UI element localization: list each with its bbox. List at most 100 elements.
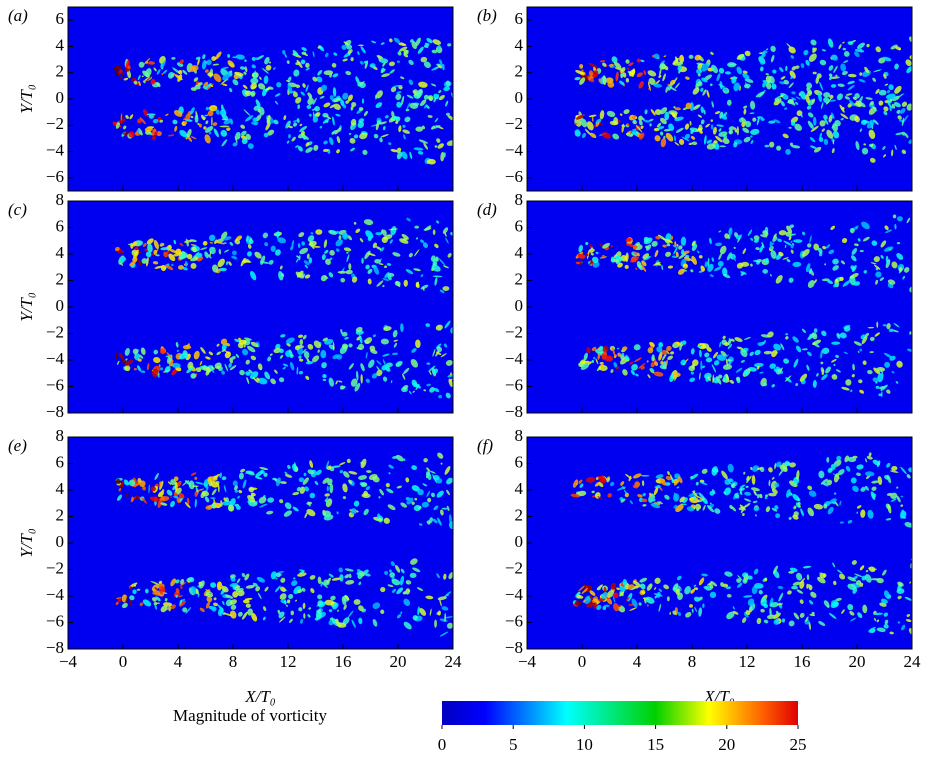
- y-tick-label: −4: [505, 349, 524, 368]
- y-tick-label: −6: [505, 611, 523, 630]
- y-tick-label: 0: [56, 532, 65, 551]
- vorticity-texture: [295, 345, 304, 348]
- x-tick-label: 0: [578, 652, 587, 671]
- vorticity-texture: [791, 586, 798, 590]
- x-axis-label: X/T₀: [244, 687, 276, 706]
- x-tick-label: 24: [904, 652, 922, 671]
- colorbar-tick-label: 0: [438, 735, 447, 754]
- y-tick-label: 8: [515, 190, 524, 209]
- y-tick-label: −2: [505, 558, 523, 577]
- panel-label: (a): [8, 6, 28, 25]
- y-tick-label: 8: [515, 426, 524, 445]
- y-axis-label: Y/T₀: [17, 84, 36, 114]
- vorticity-texture: [750, 135, 752, 137]
- y-tick-label: 4: [515, 243, 524, 262]
- y-tick-label: 2: [515, 505, 524, 524]
- y-tick-label: 2: [56, 505, 65, 524]
- panel-label: (e): [8, 436, 27, 455]
- x-tick-label: 0: [119, 652, 128, 671]
- y-tick-label: 4: [515, 479, 524, 498]
- colorbar: [442, 701, 798, 725]
- y-tick-label: 2: [515, 62, 524, 81]
- vorticity-texture: [728, 360, 732, 361]
- y-tick-label: −6: [46, 167, 64, 186]
- vorticity-texture: [433, 229, 436, 235]
- y-tick-label: 6: [56, 216, 65, 235]
- y-tick-label: 8: [56, 190, 65, 209]
- y-tick-label: 0: [515, 88, 524, 107]
- y-tick-label: −8: [46, 638, 64, 657]
- panel-label: (b): [477, 6, 497, 25]
- y-axis-label: Y/T₀: [17, 528, 36, 558]
- y-tick-label: −4: [46, 140, 65, 159]
- x-tick-label: 4: [633, 652, 642, 671]
- y-tick-label: −8: [46, 402, 64, 421]
- y-tick-label: −4: [505, 140, 524, 159]
- vorticity-texture: [361, 258, 363, 264]
- y-tick-label: 4: [515, 35, 524, 54]
- vorticity-texture: [338, 271, 347, 274]
- y-tick-label: −8: [505, 402, 523, 421]
- y-tick-label: −6: [46, 611, 64, 630]
- x-tick-label: 24: [445, 652, 463, 671]
- y-tick-label: 6: [56, 9, 65, 28]
- colorbar-tick-label: 20: [718, 735, 735, 754]
- vorticity-texture: [898, 621, 901, 623]
- x-tick-label: 12: [280, 652, 297, 671]
- plot-area: [527, 437, 912, 649]
- x-tick-label: 20: [849, 652, 866, 671]
- y-tick-label: −2: [46, 322, 64, 341]
- y-tick-label: 2: [515, 269, 524, 288]
- y-tick-label: 0: [515, 532, 524, 551]
- y-tick-label: 0: [56, 296, 65, 315]
- y-tick-label: 2: [56, 62, 65, 81]
- vorticity-texture: [438, 610, 441, 615]
- y-tick-label: 4: [56, 35, 65, 54]
- vorticity-texture: [741, 262, 749, 267]
- y-tick-label: 8: [56, 426, 65, 445]
- y-axis-label: Y/T₀: [17, 292, 36, 322]
- vorticity-texture: [700, 360, 702, 370]
- x-tick-label: 16: [335, 652, 352, 671]
- y-tick-label: 4: [56, 479, 65, 498]
- vorticity-texture: [592, 360, 594, 363]
- x-tick-label: 4: [174, 652, 183, 671]
- colorbar-tick-label: 10: [576, 735, 593, 754]
- x-tick-label: 12: [739, 652, 756, 671]
- y-tick-label: −6: [46, 375, 64, 394]
- y-tick-label: −4: [46, 349, 65, 368]
- vorticity-texture: [320, 350, 326, 358]
- vorticity-texture: [189, 577, 194, 582]
- plot-area: [68, 437, 453, 649]
- colorbar-tick-label: 5: [509, 735, 518, 754]
- x-tick-label: 20: [390, 652, 407, 671]
- y-tick-label: 6: [56, 452, 65, 471]
- y-tick-label: 0: [515, 296, 524, 315]
- y-tick-label: 6: [515, 216, 524, 235]
- panel-label: (f): [477, 436, 493, 455]
- plot-area: [68, 7, 453, 191]
- y-tick-label: −2: [505, 114, 523, 133]
- vorticity-texture: [175, 482, 178, 492]
- y-tick-label: −4: [46, 585, 65, 604]
- vorticity-texture: [327, 486, 329, 491]
- y-tick-label: −6: [505, 167, 523, 186]
- vorticity-texture: [168, 605, 171, 611]
- y-tick-label: 6: [515, 452, 524, 471]
- panel-label: (c): [8, 200, 27, 219]
- vorticity-texture: [315, 229, 322, 235]
- y-tick-label: −2: [46, 558, 64, 577]
- vorticity-texture: [358, 44, 364, 46]
- x-tick-label: 16: [794, 652, 811, 671]
- vorticity-texture: [207, 476, 215, 482]
- colorbar-tick-label: 25: [790, 735, 807, 754]
- vorticity-texture: [414, 226, 419, 229]
- x-tick-label: 8: [688, 652, 697, 671]
- y-tick-label: −6: [505, 375, 523, 394]
- y-tick-label: 6: [515, 9, 524, 28]
- x-tick-label: 8: [229, 652, 238, 671]
- colorbar-tick-label: 15: [647, 735, 664, 754]
- y-tick-label: 4: [56, 243, 65, 262]
- y-tick-label: −2: [46, 114, 64, 133]
- colorbar-title: Magnitude of vorticity: [173, 706, 327, 725]
